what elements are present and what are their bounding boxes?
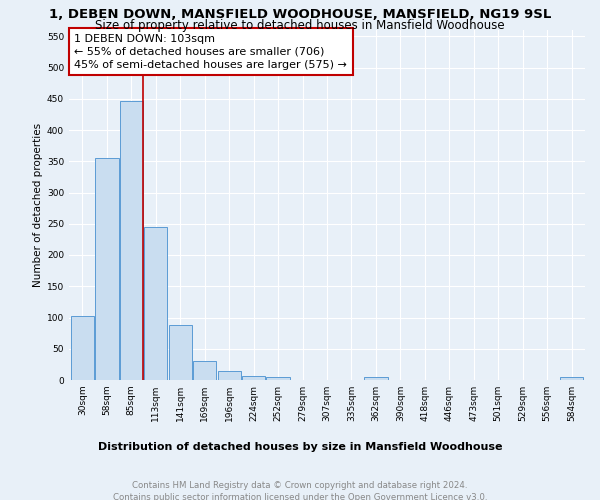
Bar xyxy=(169,325,192,380)
Bar xyxy=(120,100,143,380)
Bar xyxy=(218,370,241,380)
Bar xyxy=(193,361,217,380)
Text: 1, DEBEN DOWN, MANSFIELD WOODHOUSE, MANSFIELD, NG19 9SL: 1, DEBEN DOWN, MANSFIELD WOODHOUSE, MANS… xyxy=(49,8,551,20)
Bar xyxy=(242,376,265,380)
Bar xyxy=(364,377,388,380)
Bar xyxy=(266,377,290,380)
Y-axis label: Number of detached properties: Number of detached properties xyxy=(33,123,43,287)
Text: Contains HM Land Registry data © Crown copyright and database right 2024.
Contai: Contains HM Land Registry data © Crown c… xyxy=(113,481,487,500)
Bar xyxy=(560,377,583,380)
Text: Size of property relative to detached houses in Mansfield Woodhouse: Size of property relative to detached ho… xyxy=(95,18,505,32)
Bar xyxy=(71,316,94,380)
Text: 1 DEBEN DOWN: 103sqm
← 55% of detached houses are smaller (706)
45% of semi-deta: 1 DEBEN DOWN: 103sqm ← 55% of detached h… xyxy=(74,34,347,70)
Bar xyxy=(95,158,119,380)
Bar xyxy=(144,227,167,380)
Text: Distribution of detached houses by size in Mansfield Woodhouse: Distribution of detached houses by size … xyxy=(98,442,502,452)
